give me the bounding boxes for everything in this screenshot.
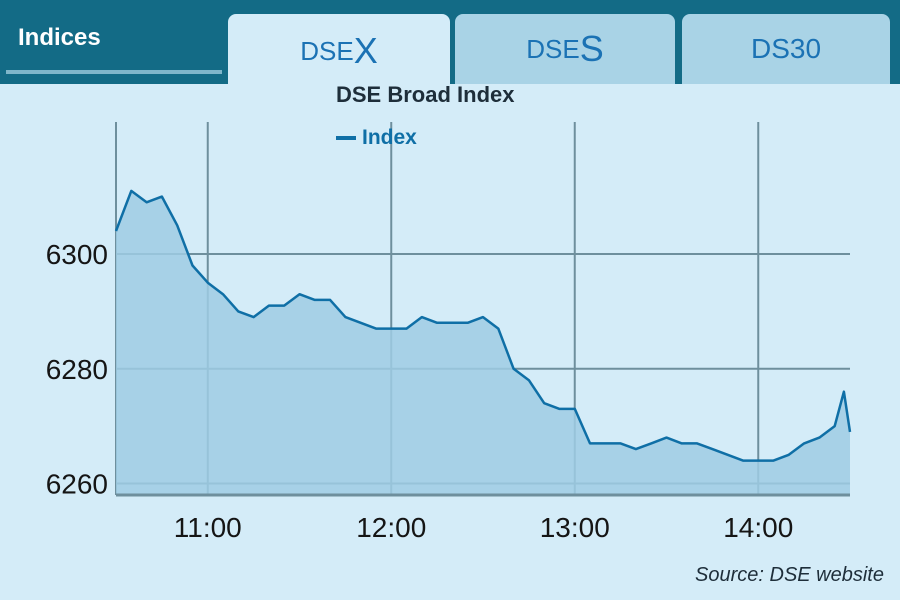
y-tick-label: 6300 — [46, 239, 108, 270]
source-note: Source: DSE website — [695, 564, 884, 586]
tab-dses-suffix: S — [579, 28, 604, 69]
tab-dsex-suffix: X — [353, 30, 378, 71]
tick-labels: 6260 6280 6300 11:00 12:00 13:00 14:00 — [46, 239, 794, 543]
indices-title: Indices — [18, 24, 101, 51]
x-tick-label: 12:00 — [356, 512, 426, 543]
legend-label: Index — [362, 126, 417, 149]
tab-ds30-label: DS30 — [750, 33, 822, 64]
index-area — [116, 190, 850, 495]
legend-swatch — [336, 136, 356, 140]
x-tick-label: 14:00 — [723, 512, 793, 543]
tab-dses-prefix: DSE — [526, 33, 580, 64]
tab-dsex-prefix: DSE — [300, 35, 354, 66]
tab-dsex[interactable]: DSE X — [228, 14, 450, 88]
index-line — [114, 189, 852, 462]
x-tick-label: 11:00 — [174, 512, 242, 543]
legend: Index — [336, 126, 417, 150]
title-underline — [6, 70, 222, 74]
chart-title: DSE Broad Index — [336, 82, 515, 107]
tab-dses[interactable]: DSE S — [455, 14, 675, 84]
y-tick-label: 6260 — [46, 469, 108, 500]
x-tick-label: 13:00 — [540, 512, 610, 543]
tab-ds30[interactable]: DS30 — [682, 14, 890, 84]
y-tick-label: 6280 — [46, 354, 108, 385]
